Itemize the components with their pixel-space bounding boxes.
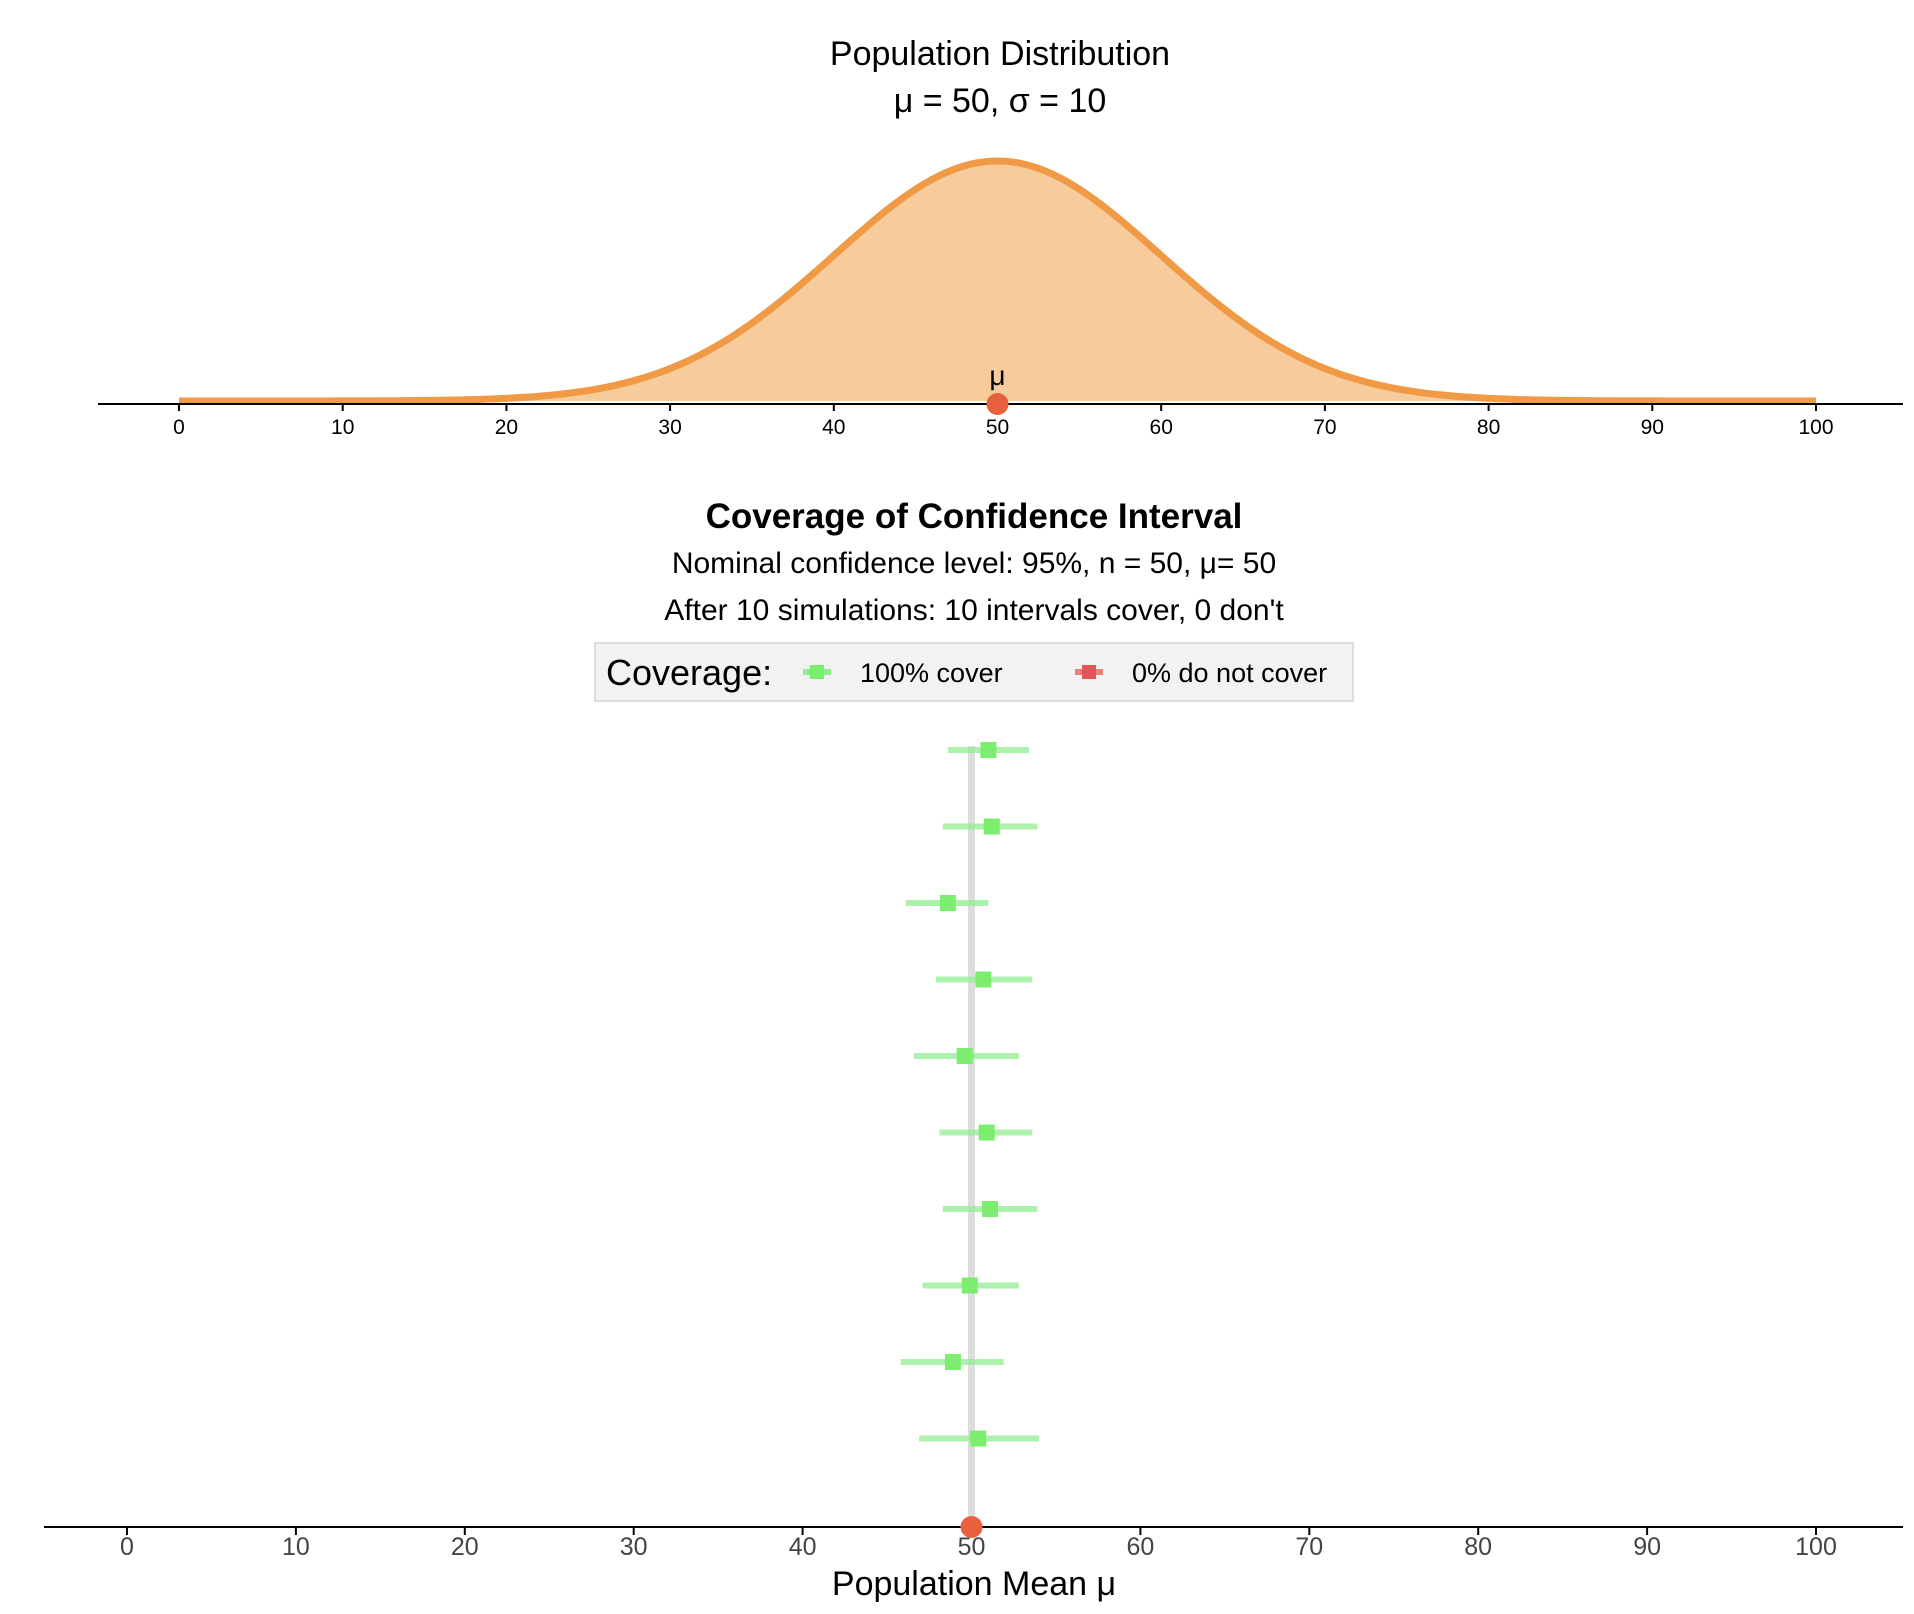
coverage-mean-marker: [960, 1516, 983, 1538]
interval-point: [961, 1277, 978, 1294]
population-x-tick-label: 80: [1477, 416, 1500, 439]
interval-point: [970, 1430, 987, 1447]
population-chart-title: Population Distribution: [830, 35, 1170, 73]
legend-entry-not-cover: 0% do not cover: [1075, 658, 1327, 688]
population-mean-label: μ: [989, 360, 1005, 391]
coverage-x-tick-label: 60: [1126, 1533, 1154, 1561]
population-x-tick-label: 30: [658, 416, 681, 439]
interval-point: [982, 1201, 999, 1217]
coverage-legend: Coverage: 100% cover 0% do not cover: [594, 642, 1354, 702]
legend-title: Coverage:: [606, 652, 772, 693]
population-x-tick-label: 40: [822, 416, 845, 439]
coverage-chart-subtitle-1: Nominal confidence level: 95%, n = 50, μ…: [672, 547, 1276, 580]
coverage-x-tick-label: 30: [620, 1533, 648, 1561]
coverage-x-axis-label: Population Mean μ: [832, 1565, 1116, 1603]
coverage-x-tick-label: 80: [1464, 1533, 1492, 1561]
population-distribution-chart: Population Distribution μ = 50, σ = 10 0…: [98, 35, 1903, 439]
interval-point: [975, 971, 992, 988]
population-x-ticks: 0 10 20 30 40 50 60 70 80 90 100: [173, 404, 1834, 439]
interval-point: [983, 818, 1000, 835]
coverage-x-tick-label: 100: [1795, 1533, 1837, 1561]
population-x-tick-label: 20: [495, 416, 518, 439]
coverage-chart: Coverage of Confidence Interval Nominal …: [44, 497, 1903, 1603]
legend-not-cover-label: 0% do not cover: [1132, 658, 1327, 688]
coverage-x-tick-label: 20: [451, 1533, 479, 1561]
population-x-tick-label: 90: [1641, 416, 1664, 439]
population-x-tick-label: 10: [331, 416, 354, 439]
population-chart-subtitle: μ = 50, σ = 10: [894, 82, 1107, 120]
density-curve: [179, 157, 1816, 405]
interval-point: [956, 1048, 973, 1064]
legend-cover-marker: [810, 665, 824, 679]
coverage-chart-title: Coverage of Confidence Interval: [706, 497, 1243, 536]
coverage-chart-subtitle-2: After 10 simulations: 10 intervals cover…: [664, 594, 1284, 627]
coverage-x-tick-label: 0: [120, 1533, 134, 1561]
legend-not-cover-marker: [1082, 665, 1096, 679]
coverage-x-tick-label: 90: [1633, 1533, 1661, 1561]
legend-box: [594, 642, 1354, 702]
legend-entry-cover: 100% cover: [803, 658, 1003, 688]
population-x-tick-label: 100: [1798, 416, 1833, 439]
coverage-x-tick-label: 40: [789, 1533, 817, 1561]
confidence-intervals: [900, 742, 1040, 1447]
coverage-x-tick-label: 10: [282, 1533, 310, 1561]
legend-cover-label: 100% cover: [860, 658, 1003, 688]
coverage-x-tick-label: 70: [1295, 1533, 1323, 1561]
interval-point: [944, 1354, 961, 1370]
interval-point: [980, 742, 997, 758]
density-area: [179, 161, 1816, 401]
interval-point: [978, 1124, 995, 1141]
population-x-tick-label: 70: [1313, 416, 1336, 439]
interval-point: [939, 895, 956, 911]
population-x-tick-label: 60: [1150, 416, 1173, 439]
population-x-tick-label: 0: [173, 416, 185, 439]
population-x-tick-label: 50: [986, 416, 1009, 439]
population-mean-marker: [986, 393, 1009, 415]
coverage-x-ticks: 0 10 20 30 40 50 60 70 80 90 100: [120, 1527, 1837, 1561]
